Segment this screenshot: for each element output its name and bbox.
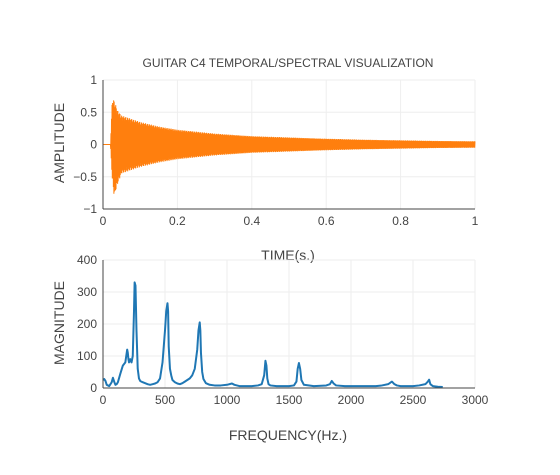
time-y-tick-label: 1 <box>90 73 97 87</box>
frequency-y-tick-label: 100 <box>77 349 97 363</box>
chart-title: GUITAR C4 TEMPORAL/SPECTRAL VISUALIZATIO… <box>143 56 434 70</box>
time-x-tick-label: 0.6 <box>318 214 335 228</box>
frequency-x-tick-labels: 0 500 1000 1500 2000 2500 3000 <box>100 393 489 407</box>
frequency-domain-plot: 0 500 1000 1500 2000 2500 3000 0 100 200 300 400 F… <box>51 253 489 443</box>
frequency-x-tick-label: 1000 <box>214 393 241 407</box>
frequency-x-axis-label: FREQUENCY(Hz.) <box>229 427 347 443</box>
time-x-tick-label: 0.2 <box>169 214 186 228</box>
frequency-x-tick-label: 1500 <box>276 393 303 407</box>
time-x-tick-label: 0 <box>100 214 107 228</box>
time-y-tick-label: 0.5 <box>80 105 97 119</box>
frequency-x-tick-label: 500 <box>155 393 175 407</box>
time-x-axis-label: TIME(s.) <box>261 247 315 263</box>
magnitude-y-axis-label: MAGNITUDE <box>51 281 67 365</box>
frequency-x-tick-label: 0 <box>100 393 107 407</box>
magnitude-series <box>102 281 443 389</box>
time-y-tick-label: −1 <box>83 202 97 216</box>
frequency-y-tick-label: 0 <box>90 381 97 395</box>
frequency-plot-grid <box>102 259 476 389</box>
time-x-tick-labels: 0 0.2 0.4 0.6 0.8 1 <box>100 214 479 228</box>
time-plot-axes <box>102 80 475 210</box>
frequency-y-tick-label: 200 <box>77 317 97 331</box>
time-domain-plot: 0 0.2 0.4 0.6 0.8 1 −1 −0.5 0 0.5 1 TIME(s.) AMPL… <box>51 73 479 263</box>
amplitude-y-axis-label: AMPLITUDE <box>51 103 67 183</box>
frequency-y-tick-label: 300 <box>77 285 97 299</box>
frequency-y-tick-label: 400 <box>77 253 97 267</box>
frequency-x-tick-label: 2000 <box>338 393 365 407</box>
frequency-x-tick-label: 2500 <box>400 393 427 407</box>
time-y-tick-labels: −1 −0.5 0 0.5 1 <box>73 73 97 216</box>
frequency-x-tick-label: 3000 <box>462 393 489 407</box>
frequency-plot-axes <box>102 260 475 389</box>
time-x-tick-label: 0.8 <box>392 214 409 228</box>
time-x-tick-label: 0.4 <box>243 214 260 228</box>
frequency-y-tick-labels: 0 100 200 300 400 <box>77 253 97 395</box>
time-y-tick-label: −0.5 <box>73 170 97 184</box>
time-x-tick-label: 1 <box>472 214 479 228</box>
amplitude-series <box>103 100 476 194</box>
time-y-tick-label: 0 <box>90 138 97 152</box>
